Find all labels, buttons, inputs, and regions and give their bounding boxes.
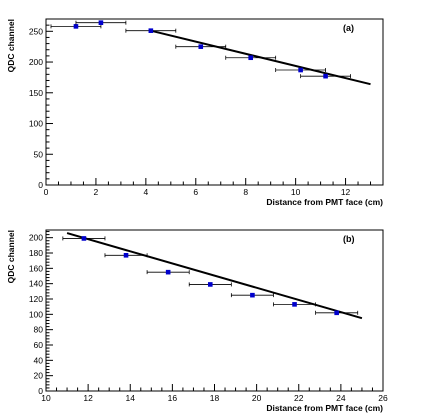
data-point-7 [300, 73, 351, 79]
data-marker [148, 28, 154, 33]
x-tick-label: 0 [44, 187, 49, 197]
x-tick-label: 26 [378, 393, 388, 403]
y-tick-label: 160 [29, 263, 43, 273]
y-tick-label: 100 [29, 119, 43, 129]
data-marker [250, 292, 255, 298]
y-tick-label: 140 [29, 279, 43, 289]
x-tick-label: 16 [168, 393, 178, 403]
y-tick-label: 100 [29, 309, 43, 319]
data-marker [81, 236, 87, 241]
x-axis-title: Distance from PMT face (cm) [266, 403, 383, 413]
x-tick-label: 4 [143, 187, 148, 197]
x-tick-label: 18 [210, 393, 220, 403]
data-point-3 [125, 28, 177, 33]
x-axis-title: Distance from PMT face (cm) [266, 197, 383, 207]
data-marker [334, 310, 339, 316]
data-point-2 [104, 253, 148, 258]
data-point-1 [50, 24, 102, 29]
data-marker [73, 24, 79, 29]
x-tick-label: 12 [83, 393, 93, 403]
chart-panel-a: 0 2 4 6 8 10 12 0 50 100 150 200 250 Distance from PM… [6, 18, 384, 207]
y-axis-title: QDC channel [6, 19, 16, 72]
data-point-3 [146, 269, 190, 275]
data-point-6 [275, 67, 326, 73]
x-tick-label: 14 [126, 393, 136, 403]
y-tick-label: 180 [29, 248, 43, 258]
data-marker [298, 67, 303, 73]
y-tick-label: 80 [34, 325, 44, 335]
data-marker [198, 44, 204, 49]
data-marker [165, 269, 171, 275]
x-tick-label: 10 [41, 393, 51, 403]
data-marker [323, 73, 328, 79]
data-point-2 [75, 20, 127, 25]
plot-frame [45, 18, 384, 186]
x-tick-label: 24 [336, 393, 346, 403]
data-marker [123, 253, 129, 258]
chart-panel-b: 10 12 14 16 18 20 22 24 26 0 20 40 60 80 100 120 140 160 1… [6, 229, 388, 413]
data-marker [248, 55, 253, 61]
y-tick-label: 40 [34, 355, 44, 365]
panel-label: (b) [343, 234, 355, 244]
y-tick-label: 250 [29, 26, 43, 36]
x-tick-label: 2 [94, 187, 99, 197]
data-point-4 [188, 282, 232, 287]
y-tick-label: 200 [29, 233, 43, 243]
y-axis-title: QDC channel [6, 230, 16, 283]
data-marker [207, 282, 213, 287]
data-marker [292, 302, 297, 307]
y-tick-label: 120 [29, 294, 43, 304]
y-tick-label: 20 [34, 371, 44, 381]
x-tick-label: 10 [291, 187, 301, 197]
fit-line [66, 232, 363, 320]
data-point-4 [175, 44, 227, 49]
data-point-6 [273, 302, 317, 307]
data-point-7 [315, 310, 359, 316]
y-tick-label: 200 [29, 57, 43, 67]
data-marker [98, 20, 104, 25]
data-point-1 [62, 236, 106, 241]
panel-label: (a) [343, 23, 354, 33]
x-tick-label: 6 [193, 187, 198, 197]
x-tick-label: 20 [252, 393, 262, 403]
data-point-5 [225, 55, 277, 61]
data-point-5 [230, 292, 274, 298]
y-tick-label: 50 [34, 149, 44, 159]
x-tick-label: 8 [243, 187, 248, 197]
y-tick-label: 0 [38, 180, 43, 190]
y-tick-label: 60 [34, 340, 44, 350]
x-tick-label: 22 [294, 393, 304, 403]
y-tick-label: 150 [29, 88, 43, 98]
x-tick-label: 12 [341, 187, 351, 197]
y-tick-label: 0 [38, 386, 43, 396]
